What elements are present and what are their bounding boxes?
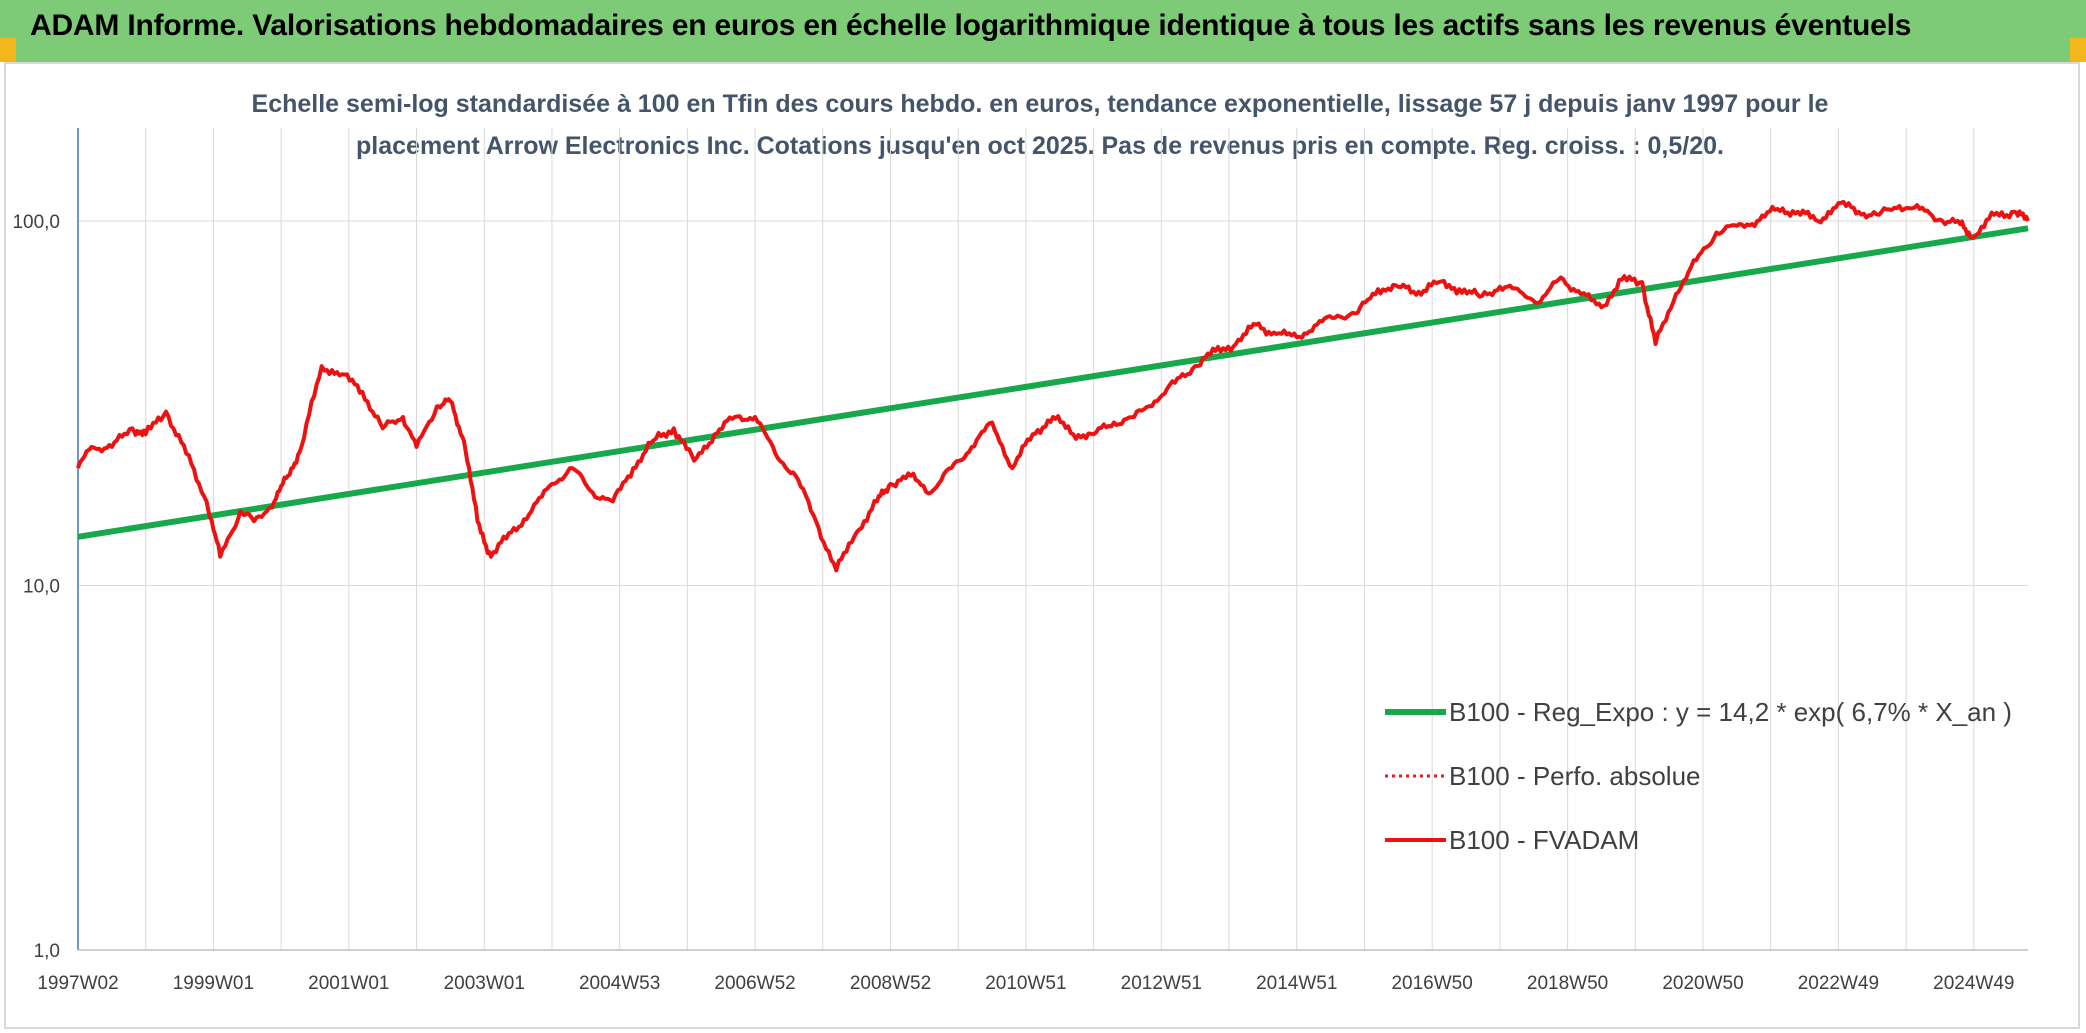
legend-label-3: B100 - FVADAM <box>1449 825 1639 855</box>
y-tick-label: 1,0 <box>34 941 60 962</box>
x-tick-label: 2018W50 <box>1527 973 1608 994</box>
x-tick-label: 2014W51 <box>1256 973 1337 994</box>
x-tick-label: 2001W01 <box>308 973 389 994</box>
x-tick-label: 2003W01 <box>444 973 525 994</box>
series-line-1 <box>77 225 2029 540</box>
x-tick-label: 2010W51 <box>985 973 1066 994</box>
x-tick-label: 2004W53 <box>579 973 660 994</box>
report-title: ADAM Informe. Valorisations hebdomadaire… <box>30 9 1912 42</box>
chart-title-line-2: placement Arrow Electronics Inc. Cotatio… <box>356 132 1724 160</box>
legend-label-1: B100 - Reg_Expo : y = 14,2 * exp( 6,7% *… <box>1449 697 2012 727</box>
x-tick-label: 2024W49 <box>1933 973 2014 994</box>
corner-accent-left <box>0 38 16 62</box>
chart-title-line-1: Echelle semi-log standardisée à 100 en T… <box>251 90 1829 118</box>
chart-legend: B100 - Reg_Expo : y = 14,2 * exp( 6,7% *… <box>1385 697 2012 855</box>
x-tick-label: 2006W52 <box>714 973 795 994</box>
header-banner: ADAM Informe. Valorisations hebdomadaire… <box>0 0 2086 62</box>
chart-grid <box>77 128 2028 951</box>
x-tick-label: 2008W52 <box>850 973 931 994</box>
legend-label-2: B100 - Perfo. absolue <box>1449 761 1701 791</box>
x-tick-label: 2020W50 <box>1662 973 1743 994</box>
x-tick-label: 1999W01 <box>173 973 254 994</box>
x-tick-label: 2012W51 <box>1121 973 1202 994</box>
corner-accent-right <box>2070 38 2086 62</box>
x-tick-label: 1997W02 <box>37 973 118 994</box>
chart-series <box>76 199 2030 573</box>
chart-axes: 1,0 10,0 100,0 1997W02 1999W01 2001W01 2003W01… <box>12 128 2028 994</box>
series-line-3 <box>76 199 2030 573</box>
y-tick-label: 100,0 <box>12 212 60 233</box>
y-tick-label: 10,0 <box>23 577 60 598</box>
x-tick-label: 2022W49 <box>1798 973 1879 994</box>
x-tick-label: 2016W50 <box>1391 973 1472 994</box>
